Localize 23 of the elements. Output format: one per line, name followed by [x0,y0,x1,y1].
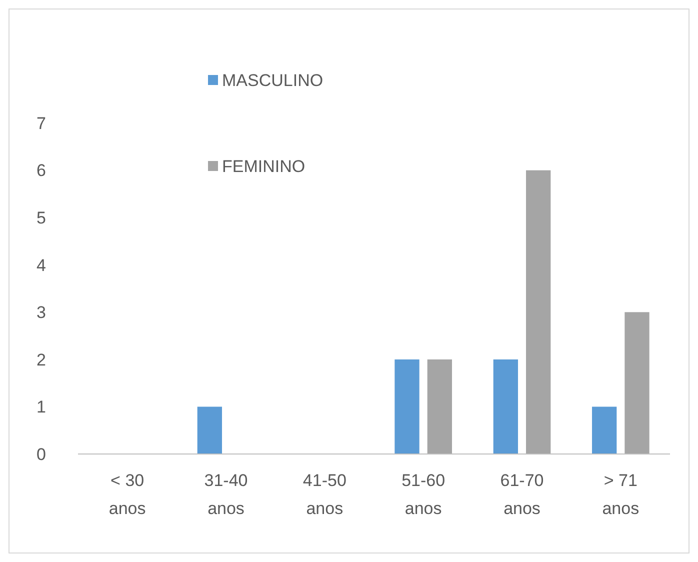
y-tick-label: 2 [36,350,46,370]
y-tick-label: 3 [36,303,46,322]
x-tick-label: 41-50 anos [302,471,346,518]
bar [624,312,650,454]
y-tick-label: 1 [36,398,46,417]
x-tick-label: 51-60 anos [402,471,446,518]
bar [592,406,617,454]
bar [394,359,420,454]
y-tick-label: 5 [36,208,46,228]
x-tick-label: 61-70 anos [500,471,544,518]
legend-label: MASCULINO [222,70,324,90]
x-tick-label: < 30 anos [108,471,146,518]
bar [493,359,518,454]
x-tick-label: 31-40 anos [204,471,248,518]
y-tick-label: 4 [36,256,46,275]
y-tick-label: 0 [36,444,46,464]
bar [526,170,551,454]
y-tick-label: 6 [36,161,46,180]
legend-label: FEMININO [222,156,306,176]
bar [197,406,222,454]
x-tick-label: > 71 anos [602,471,640,518]
bar [427,359,452,454]
y-tick-label: 7 [36,114,46,133]
